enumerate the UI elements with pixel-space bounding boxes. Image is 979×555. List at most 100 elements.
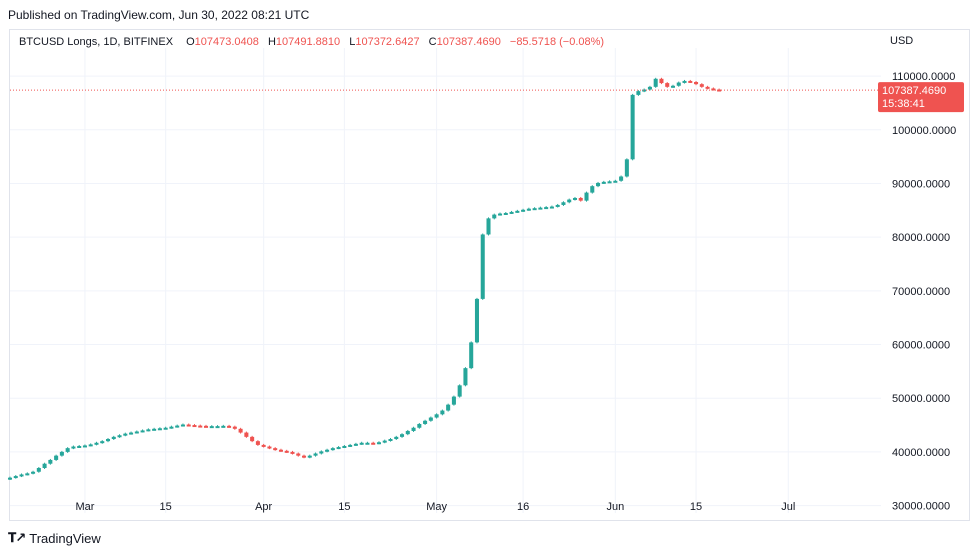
candle-body [607,181,612,184]
candle-body [13,476,18,479]
brand-name: TradingView [29,530,101,546]
y-tick-label: 60000.0000 [892,340,950,352]
candle-body [469,342,474,369]
x-tick-label: 15 [690,501,702,513]
candle-body [647,86,652,90]
tradingview-brand[interactable]: 𝐓↗ TradingView [8,530,101,546]
y-tick-label: 40000.0000 [892,447,950,459]
candle-body [319,451,324,454]
candle-body [613,180,618,183]
candle-body [561,202,566,205]
candle-body [180,424,185,427]
candle-body [474,298,479,343]
candle-body [549,206,554,209]
candle-body [94,442,99,445]
x-tick-label: Mar [75,501,94,513]
candle-body [169,426,174,429]
candle-body [572,197,577,200]
x-tick-label: 16 [517,501,529,513]
candle-body [284,450,289,453]
legend-open-value: 107473.0408 [194,36,259,48]
candle-body [451,396,456,405]
y-tick-label: 30000.0000 [892,501,950,513]
candle-body [25,473,30,476]
candle-body [227,425,232,428]
candle-body [382,440,387,443]
x-tick-label: May [426,501,447,513]
y-tick-label: 110000.0000 [892,71,955,83]
candle-body [42,463,47,468]
currency-label: USD [890,35,914,47]
legend-low-value: 107372.6427 [355,36,420,48]
candle-body [521,209,526,212]
candle-body [567,199,572,203]
candle-body [221,425,226,428]
candle-body [538,207,543,210]
legend-close-label: C [428,36,437,48]
y-tick-label: 90000.0000 [892,178,950,190]
chart-legend: BTCUSD Longs, 1D, BITFINEX O107473.0408 … [19,36,610,48]
candle-body [342,445,347,448]
y-tick-label: 70000.0000 [892,286,950,298]
candle-body [250,436,255,442]
candle-body [544,207,549,210]
candle-body [313,453,318,456]
legend-low-label: L [349,36,356,48]
candle-body [596,182,601,187]
candle-body [238,428,243,433]
candle-body [365,442,370,445]
candle-body [659,78,664,84]
candle-body [630,94,635,160]
candle-body [307,455,312,458]
candle-body [434,414,439,418]
candle-body [417,423,422,428]
candle-body [359,442,364,445]
candle-body [82,445,87,448]
candle-body [400,434,405,437]
candle-body [140,430,145,433]
candle-body [232,426,237,429]
candle-body [36,468,41,472]
candle-body [54,455,59,460]
candle-body [31,471,36,474]
candle-body [111,436,116,440]
candle-body [371,442,376,445]
candle-body [186,424,191,427]
candle-body [348,444,353,447]
candle-body [330,448,335,451]
legend-symbol: BTCUSD Longs, 1D, BITFINEX [19,36,174,48]
candle-body [146,429,151,432]
legend-high-value: 107491.8810 [275,36,341,48]
candle-body [157,428,162,431]
candle-body [670,85,676,88]
candle-body [492,214,497,219]
candle-body [699,84,704,87]
chart-frame [9,29,970,521]
candle-body [302,455,307,458]
candle-body [503,213,508,215]
candle-body [325,449,330,452]
x-tick-label: Jun [606,501,624,513]
candle-body [676,82,681,86]
candle-body [376,442,381,445]
candle-body [498,213,503,216]
candle-body [653,78,658,87]
candle-body [59,451,64,456]
candle-body [117,435,122,438]
candle-body [619,176,624,181]
legend-change: −85.5718 (−0.08%) [509,36,605,48]
candle-body [394,436,399,440]
candle-body [273,448,278,451]
candle-body [215,426,220,429]
candle-body [463,368,468,386]
candle-body [192,425,197,428]
bar-countdown: 15:38:41 [882,98,925,110]
candle-body [152,428,157,431]
candle-body [267,446,272,449]
candle-body [105,439,111,442]
candle-body [601,181,606,184]
candle-body [717,89,722,92]
candle-body [694,82,699,85]
candle-body [526,208,531,211]
